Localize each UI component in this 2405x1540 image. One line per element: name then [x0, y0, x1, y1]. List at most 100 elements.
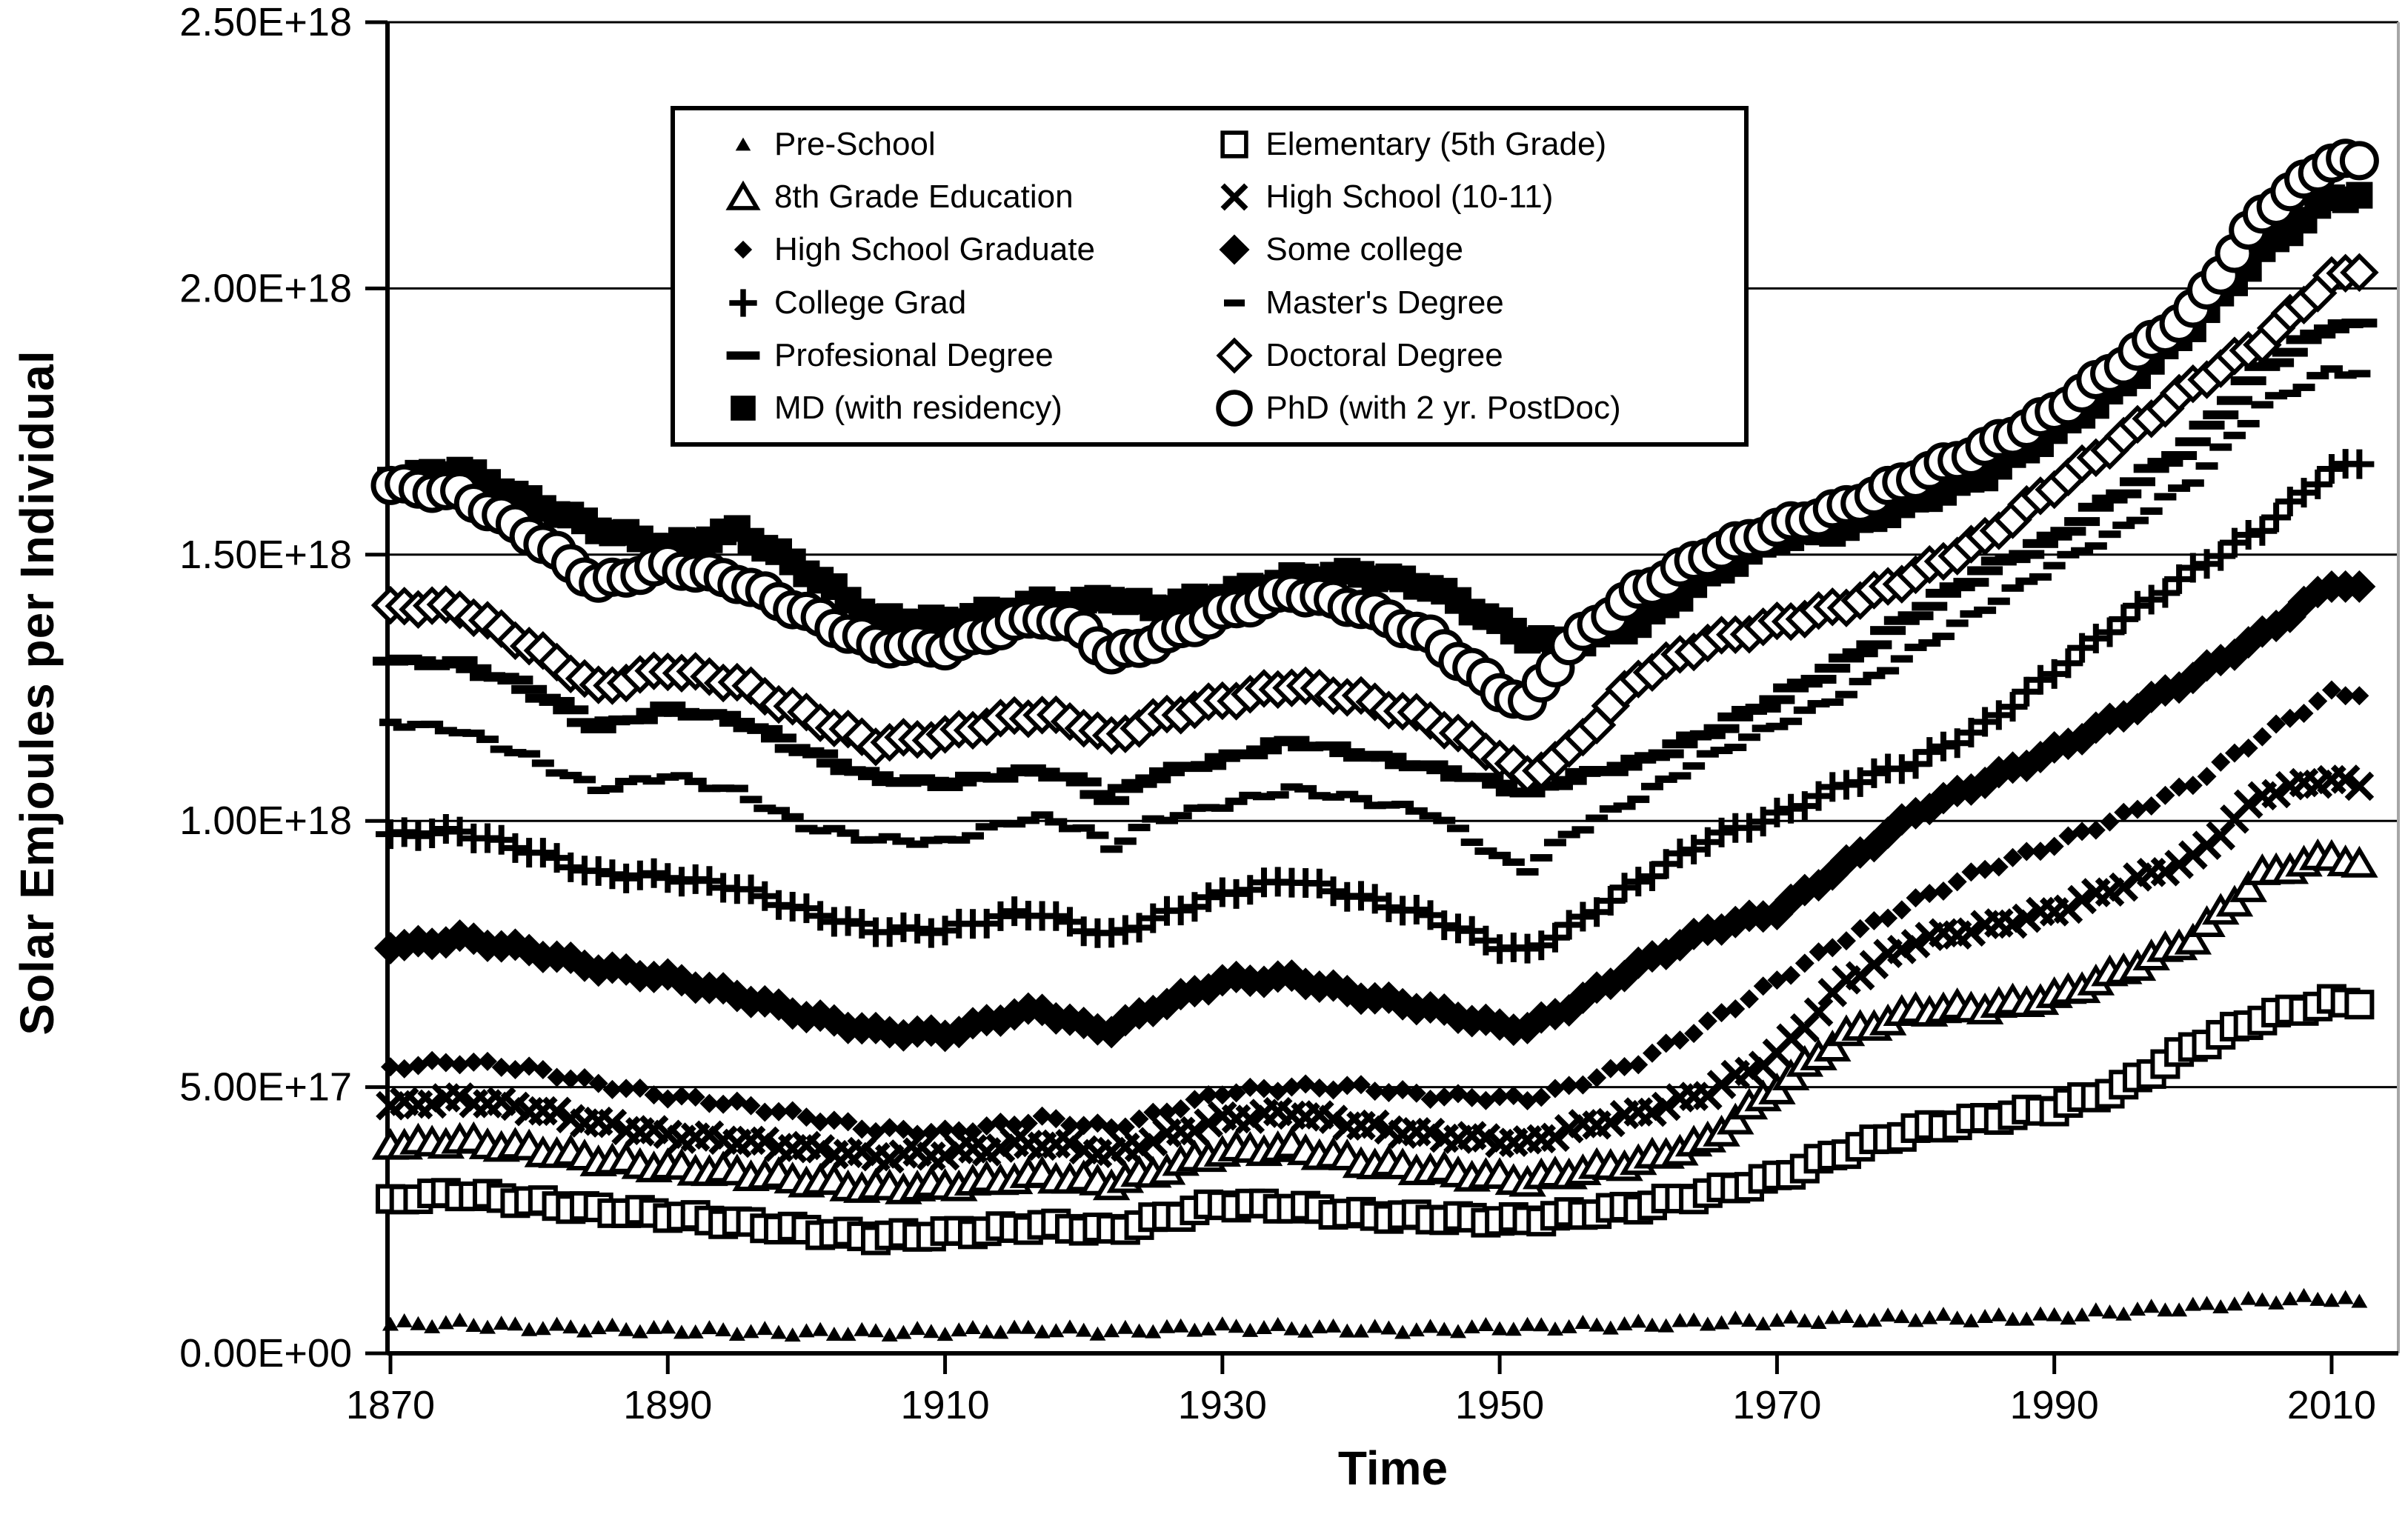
data-point: [1863, 671, 1886, 679]
data-point: [1245, 745, 1282, 755]
data-point: [434, 727, 457, 735]
data-point: [1490, 1087, 1510, 1107]
data-point: [630, 1079, 650, 1099]
data-point: [812, 1321, 829, 1336]
y-tick-label: 1.50E+18: [179, 533, 352, 577]
data-point: [2203, 410, 2239, 420]
data-point: [573, 776, 596, 784]
legend-item: College Grad: [722, 276, 1206, 329]
data-point: [1239, 791, 1262, 799]
data-point: [1309, 1078, 1329, 1098]
data-point: [1165, 896, 1196, 926]
series-profesional-degree: [373, 319, 2378, 805]
data-point: [1117, 1319, 1134, 1334]
data-point: [1034, 1324, 1051, 1339]
data-point: [1595, 885, 1626, 916]
data-point: [1269, 1316, 1286, 1331]
data-point: [528, 838, 558, 868]
data-point: [2346, 181, 2373, 209]
data-point: [1512, 933, 1543, 964]
data-point: [2321, 680, 2341, 700]
data-point: [2351, 1293, 2368, 1308]
data-point: [921, 1122, 941, 1142]
data-point: [2223, 431, 2246, 439]
data-point: [1997, 692, 2028, 722]
data-point: [1878, 908, 1898, 928]
data-point: [694, 866, 725, 896]
data-point: [2323, 1293, 2340, 1307]
data-point: [1568, 901, 1598, 932]
data-point: [1017, 816, 1039, 824]
data-point: [2143, 1299, 2160, 1313]
data-point: [867, 1323, 884, 1338]
data-point: [2281, 1291, 2298, 1306]
data-point: [1138, 1127, 1168, 1157]
data-point: [1834, 690, 1857, 699]
data-point: [770, 1324, 787, 1339]
legend-item: Master's Degree: [1214, 276, 1737, 329]
data-point: [590, 1320, 607, 1335]
data-point: [1254, 1079, 1274, 1099]
data-point: [448, 729, 471, 737]
data-point: [442, 656, 478, 665]
data-point: [1699, 1316, 1716, 1331]
data-point: [2086, 820, 2106, 840]
data-point: [908, 1124, 928, 1144]
data-point: [1814, 664, 1851, 673]
data-point: [1793, 706, 1816, 714]
data-point: [1807, 700, 1830, 708]
data-point: [2233, 519, 2263, 550]
data-point: [1920, 884, 1940, 904]
x-tick-label: 1970: [1732, 1383, 1821, 1427]
data-point: [1904, 643, 1927, 651]
data-point: [491, 1057, 511, 1077]
data-point: [1961, 862, 1981, 882]
data-point: [909, 1321, 926, 1336]
data-point: [895, 1324, 912, 1339]
legend-label: 8th Grade Education: [774, 178, 1074, 215]
data-point: [1897, 611, 1934, 621]
data-point: [1380, 1320, 1397, 1335]
series-pre-school: [382, 1287, 2368, 1342]
data-point: [1194, 882, 1224, 913]
data-point: [1823, 938, 1843, 958]
data-point: [1586, 814, 1609, 822]
data-point: [2343, 570, 2376, 603]
data-point: [725, 784, 748, 793]
data-point: [421, 720, 444, 728]
series-high-school-graduate: [381, 680, 2369, 1144]
data-point: [1712, 1003, 1732, 1023]
data-point: [2003, 847, 2023, 867]
data-point: [754, 804, 776, 813]
data-point: [1596, 1107, 1626, 1138]
legend-label: Master's Degree: [1265, 284, 1504, 321]
data-point: [948, 836, 971, 844]
data-point: [2261, 779, 2291, 809]
y-tick-label: 2.00E+18: [179, 266, 352, 310]
data-point: [1419, 812, 1442, 820]
diamond-open-icon: [1216, 337, 1253, 374]
data-point: [2306, 372, 2329, 380]
data-point: [673, 1324, 690, 1339]
data-point: [1094, 796, 1130, 805]
data-point: [1745, 703, 1781, 713]
data-point: [1640, 782, 1663, 790]
data-point: [2216, 396, 2252, 405]
data-point: [588, 1073, 608, 1093]
data-point: [838, 1112, 858, 1132]
data-point: [2344, 990, 2375, 1020]
data-point: [1214, 1316, 1231, 1331]
data-point: [1420, 1089, 1440, 1109]
data-point: [935, 1119, 955, 1139]
data-point: [1837, 1309, 1855, 1324]
data-point: [1221, 879, 1251, 909]
data-point: [1074, 1116, 1094, 1136]
data-point: [712, 784, 735, 793]
data-point: [802, 749, 839, 759]
data-point: [1200, 1321, 1217, 1336]
data-point: [2080, 623, 2111, 653]
data-point: [1180, 1116, 1210, 1146]
legend-item: High School Graduate: [722, 224, 1206, 276]
data-point: [1252, 793, 1275, 801]
